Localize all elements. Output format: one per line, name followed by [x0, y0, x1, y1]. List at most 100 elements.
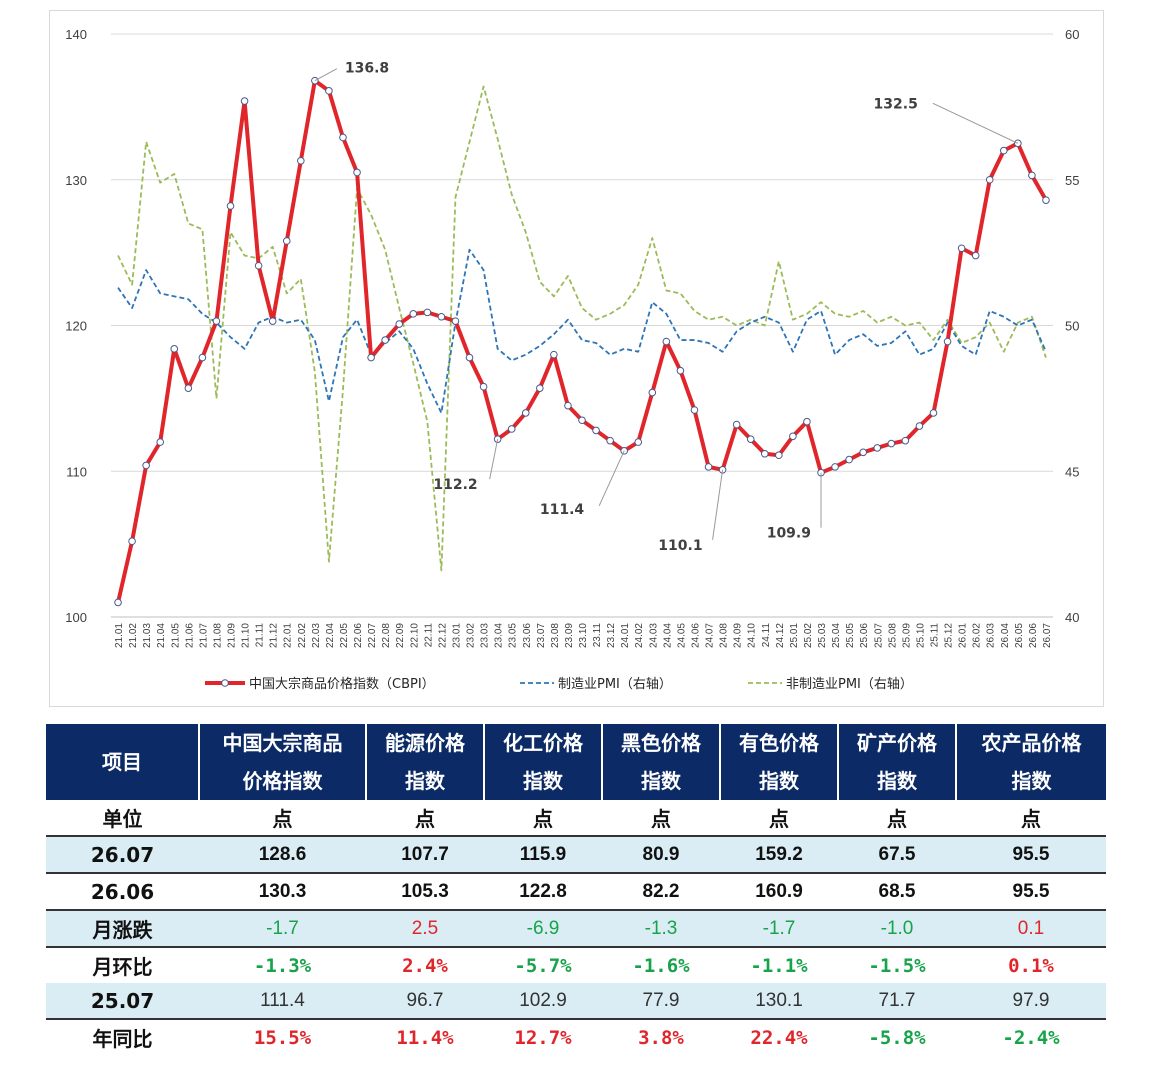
cbpi-point	[732, 420, 741, 429]
cbpi-point	[268, 317, 277, 325]
table-cell: 67.5	[838, 836, 956, 874]
table-cell: 82.2	[602, 873, 720, 911]
annotation-label: 111.4	[540, 502, 585, 518]
table-row: 年同比 15.5% 11.4% 12.7% 3.8% 22.4% -5.8% -2.4%	[46, 1019, 1106, 1055]
x-tick-label: 25.05	[845, 623, 856, 648]
column-header-line: 能源价格	[385, 731, 465, 755]
column-header-line: 化工价格	[503, 731, 583, 755]
table-cell: 122.8	[484, 873, 602, 911]
x-tick-label: 22.09	[395, 623, 406, 648]
x-tick-label: 21.06	[184, 623, 195, 648]
cbpi-point	[184, 384, 193, 392]
column-header-line: 指数	[759, 769, 799, 793]
table-cell: -1.7	[199, 910, 366, 948]
annotation-leader	[489, 439, 499, 480]
series-line-cbpi	[116, 78, 1048, 603]
y-left-tick-label: 140	[65, 27, 87, 42]
x-tick-label: 22.03	[311, 623, 322, 648]
table-cell: 点	[484, 800, 602, 837]
table-cell: -1.6%	[632, 954, 690, 977]
x-tick-label: 23.06	[522, 623, 533, 648]
cbpi-point	[339, 133, 347, 142]
cbpi-point	[901, 436, 910, 445]
table-cell: 97.9	[956, 983, 1106, 1020]
table-cell: -6.9	[484, 910, 602, 948]
cbpi-point	[957, 244, 966, 253]
cbpi-point	[859, 448, 867, 457]
x-tick-label: 24.01	[620, 623, 631, 648]
x-tick-label: 25.07	[873, 623, 884, 648]
chart-panel: 136.8 112.2 111.4 110.1 109.9 132.5 100 110 120…	[49, 10, 1104, 707]
cbpi-point	[507, 425, 516, 433]
cbpi-point	[1042, 196, 1050, 204]
x-tick-label: 21.12	[269, 623, 280, 648]
table-cell: 95.5	[956, 873, 1106, 911]
column-header-line: 指数	[523, 769, 563, 793]
x-tick-label: 25.02	[803, 623, 814, 648]
legend-marker	[221, 679, 229, 687]
x-tick-label: 26.01	[958, 623, 969, 648]
x-tick-label: 25.09	[901, 623, 912, 648]
x-tick-label: 26.06	[1028, 623, 1039, 648]
x-tick-label: 22.08	[381, 623, 392, 648]
column-header: 黑色价格 指数	[602, 724, 721, 800]
cbpi-point	[536, 384, 544, 392]
table-cell: 128.6	[199, 836, 366, 874]
cbpi-point	[212, 317, 221, 325]
table-cell: 159.2	[720, 836, 838, 874]
column-header-line: 中国大宗商品	[222, 731, 343, 755]
table-cell: 点	[199, 800, 366, 837]
x-tick-label: 24.07	[705, 623, 716, 648]
x-tick-label: 23.09	[564, 623, 575, 648]
cbpi-point	[634, 438, 643, 446]
y-right-tick-label: 45	[1065, 464, 1079, 479]
annotation-leader	[932, 102, 1019, 144]
row-label: 月环比	[92, 955, 153, 979]
column-header-item: 项目	[46, 724, 200, 800]
x-tick-label: 23.11	[592, 623, 603, 648]
legend-label: 中国大宗商品价格指数（CBPI）	[249, 676, 435, 692]
table-cell: -2.4%	[1002, 1026, 1060, 1049]
cbpi-point	[915, 422, 924, 430]
table-cell: -1.5%	[868, 954, 926, 977]
x-tick-label: 23.01	[451, 623, 462, 648]
column-header-line: 价格指数	[242, 769, 323, 793]
column-header: 农产品价格 指数	[956, 724, 1106, 800]
cbpi-point	[353, 168, 361, 177]
x-tick-label: 25.12	[944, 623, 955, 648]
table-cell: 2.4%	[402, 954, 448, 977]
x-tick-label: 26.02	[972, 623, 983, 648]
cbpi-point	[128, 537, 136, 546]
legend-item-nonmanufacturing-pmi: 非制造业PMI（右轴）	[748, 677, 913, 692]
cbpi-point	[676, 366, 685, 375]
y-left-tick-label: 110	[66, 464, 87, 479]
column-header-line: 矿产价格	[857, 731, 937, 755]
cbpi-point	[409, 310, 418, 318]
column-header-line: 指数	[405, 769, 445, 793]
series-line-nonmanufacturing-pmi	[117, 85, 1047, 572]
x-tick-label: 21.01	[114, 623, 125, 648]
table-cell: 点	[366, 800, 484, 837]
x-tick-label: 26.04	[1000, 623, 1011, 648]
x-tick-label: 23.08	[550, 623, 561, 648]
cbpi-point	[1028, 171, 1036, 180]
row-label: 单位	[46, 800, 199, 837]
legend-label: 非制造业PMI（右轴）	[786, 677, 913, 692]
row-label: 25.07	[46, 983, 199, 1020]
cbpi-point	[550, 350, 558, 359]
y-right-tick-label: 60	[1065, 27, 1079, 42]
cbpi-point	[690, 406, 699, 414]
y-right-tick-label: 50	[1065, 319, 1079, 334]
table-cell: 95.5	[956, 836, 1106, 874]
cbpi-point	[381, 336, 389, 344]
table-row: 单位点点点点点点点	[46, 800, 1106, 837]
cbpi-point	[985, 175, 994, 184]
cbpi-point	[114, 598, 122, 607]
x-tick-label: 25.11	[929, 623, 940, 648]
column-header: 化工价格 指数	[484, 724, 603, 800]
x-tick-label: 23.02	[466, 623, 477, 648]
x-tick-label: 23.10	[578, 623, 589, 648]
legend-item-manufacturing-pmi: 制造业PMI（右轴）	[520, 677, 672, 692]
x-tick-label: 24.08	[719, 623, 730, 648]
cbpi-point	[367, 353, 375, 362]
